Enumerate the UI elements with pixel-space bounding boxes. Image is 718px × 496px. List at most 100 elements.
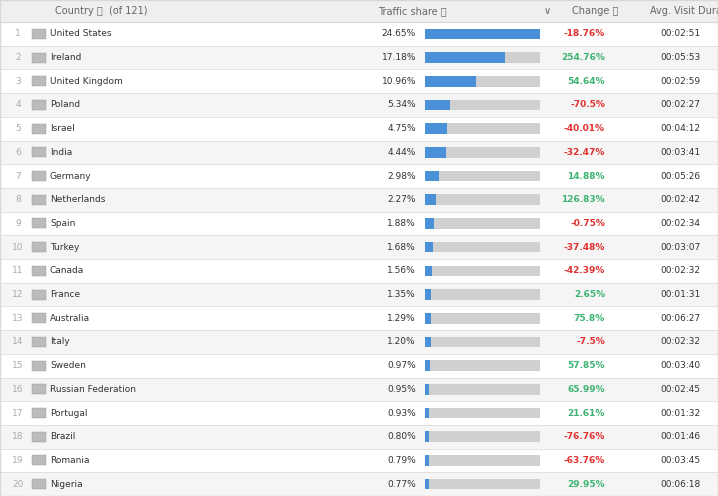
Text: 10: 10 xyxy=(12,243,24,251)
Text: 00:02:59: 00:02:59 xyxy=(660,77,700,86)
Bar xyxy=(425,147,446,158)
Bar xyxy=(32,124,46,133)
Text: 5: 5 xyxy=(15,124,21,133)
Text: 20: 20 xyxy=(12,480,24,489)
Text: 00:02:27: 00:02:27 xyxy=(660,101,700,110)
Bar xyxy=(32,218,46,229)
Bar xyxy=(425,28,540,39)
Text: -70.5%: -70.5% xyxy=(570,101,605,110)
Text: 14: 14 xyxy=(12,337,24,346)
Bar xyxy=(32,361,46,371)
Bar xyxy=(0,354,718,377)
Bar xyxy=(0,330,718,354)
Bar xyxy=(32,455,46,465)
Text: 4.75%: 4.75% xyxy=(388,124,416,133)
Bar xyxy=(425,384,429,395)
Text: 12: 12 xyxy=(12,290,24,299)
Text: 75.8%: 75.8% xyxy=(574,314,605,323)
Text: United States: United States xyxy=(50,29,111,38)
Bar xyxy=(32,290,46,300)
Bar xyxy=(425,124,540,134)
Bar xyxy=(0,188,718,212)
Bar xyxy=(425,313,540,323)
Bar xyxy=(425,242,433,252)
Bar xyxy=(425,313,431,323)
Bar xyxy=(32,76,46,86)
Text: Germany: Germany xyxy=(50,172,92,181)
Bar xyxy=(425,455,429,466)
Bar xyxy=(0,0,718,22)
Bar xyxy=(425,171,439,182)
Text: Turkey: Turkey xyxy=(50,243,80,251)
Text: Australia: Australia xyxy=(50,314,90,323)
Text: 3: 3 xyxy=(15,77,21,86)
Bar xyxy=(425,147,540,158)
Text: 2: 2 xyxy=(15,53,21,62)
Bar xyxy=(425,171,540,182)
Bar xyxy=(425,100,450,110)
Text: 9: 9 xyxy=(15,219,21,228)
Bar xyxy=(425,52,540,63)
Bar xyxy=(425,455,540,466)
Bar xyxy=(0,472,718,496)
Bar xyxy=(425,242,540,252)
Bar xyxy=(0,425,718,448)
Bar xyxy=(0,164,718,188)
Text: 00:02:34: 00:02:34 xyxy=(660,219,700,228)
Text: 00:05:26: 00:05:26 xyxy=(660,172,700,181)
Bar xyxy=(0,93,718,117)
Bar xyxy=(425,408,540,419)
Text: 0.79%: 0.79% xyxy=(387,456,416,465)
Text: 1.35%: 1.35% xyxy=(387,290,416,299)
Text: Spain: Spain xyxy=(50,219,75,228)
Bar xyxy=(425,76,540,87)
Text: 29.95%: 29.95% xyxy=(567,480,605,489)
Bar xyxy=(425,337,431,347)
Text: 0.80%: 0.80% xyxy=(387,432,416,441)
Text: 14.88%: 14.88% xyxy=(567,172,605,181)
Bar xyxy=(32,313,46,323)
Text: 00:03:41: 00:03:41 xyxy=(660,148,700,157)
Text: 00:01:31: 00:01:31 xyxy=(660,290,700,299)
Text: Portugal: Portugal xyxy=(50,409,88,418)
Text: India: India xyxy=(50,148,73,157)
Text: -42.39%: -42.39% xyxy=(564,266,605,275)
Text: -37.48%: -37.48% xyxy=(564,243,605,251)
Bar xyxy=(425,479,429,490)
Bar xyxy=(0,283,718,307)
Bar xyxy=(425,265,540,276)
Bar xyxy=(425,289,432,300)
Text: -32.47%: -32.47% xyxy=(564,148,605,157)
Bar xyxy=(425,479,540,490)
Bar xyxy=(32,147,46,157)
Text: Country ⓘ  (of 121): Country ⓘ (of 121) xyxy=(55,6,147,16)
Bar xyxy=(425,194,540,205)
Bar xyxy=(0,69,718,93)
Text: 10.96%: 10.96% xyxy=(381,77,416,86)
Text: 21.61%: 21.61% xyxy=(568,409,605,418)
Text: Ireland: Ireland xyxy=(50,53,81,62)
Text: 65.99%: 65.99% xyxy=(567,385,605,394)
Text: 19: 19 xyxy=(12,456,24,465)
Text: Brazil: Brazil xyxy=(50,432,75,441)
Text: 57.85%: 57.85% xyxy=(567,361,605,370)
Text: 00:01:46: 00:01:46 xyxy=(660,432,700,441)
Bar xyxy=(425,384,540,395)
Bar xyxy=(425,432,429,442)
Bar xyxy=(0,46,718,69)
Text: 13: 13 xyxy=(12,314,24,323)
Bar xyxy=(32,432,46,442)
Bar xyxy=(32,195,46,205)
Bar xyxy=(0,401,718,425)
Bar xyxy=(425,360,540,371)
Text: 0.95%: 0.95% xyxy=(387,385,416,394)
Text: 00:02:45: 00:02:45 xyxy=(660,385,700,394)
Text: 1.56%: 1.56% xyxy=(387,266,416,275)
Bar xyxy=(32,266,46,276)
Text: 18: 18 xyxy=(12,432,24,441)
Bar xyxy=(32,242,46,252)
Bar xyxy=(425,432,540,442)
Bar xyxy=(425,289,540,300)
Text: Canada: Canada xyxy=(50,266,84,275)
Text: -40.01%: -40.01% xyxy=(564,124,605,133)
